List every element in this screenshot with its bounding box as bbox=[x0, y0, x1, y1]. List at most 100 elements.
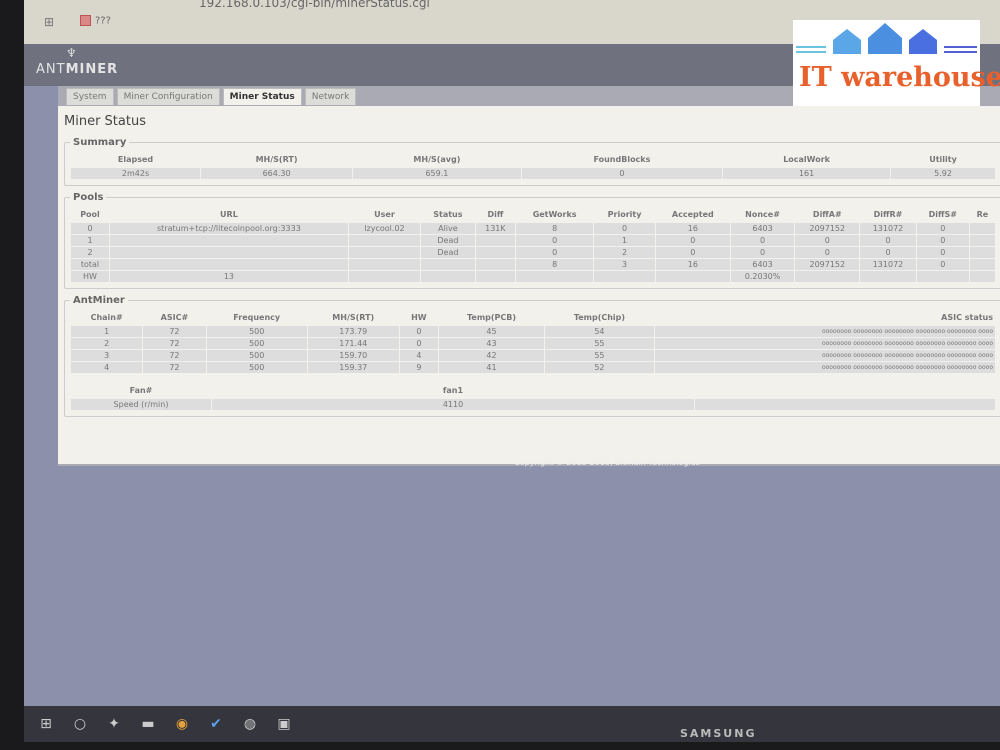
table-cell: 131K bbox=[475, 223, 516, 234]
pools-legend: Pools bbox=[73, 192, 104, 203]
column-header: Temp(PCB) bbox=[439, 310, 544, 325]
antminer-logo: ANTMINER bbox=[36, 62, 119, 77]
column-header: Nonce# bbox=[730, 207, 795, 222]
column-header: MH/S(RT) bbox=[307, 310, 399, 325]
summary-value: 161 bbox=[723, 168, 891, 179]
table-cell: Dead bbox=[421, 235, 475, 246]
table-cell: 72 bbox=[143, 350, 206, 361]
tab-miner-configuration[interactable]: Miner Configuration bbox=[116, 88, 220, 105]
table-cell: 0.2030% bbox=[730, 271, 795, 282]
table-cell: lzycool.02 bbox=[348, 223, 421, 234]
table-cell: 0 bbox=[516, 235, 594, 246]
table-cell: 0 bbox=[860, 247, 916, 258]
table-cell: 500 bbox=[206, 350, 307, 361]
asic-status: oooooooo oooooooo oooooooo oooooooo oooo… bbox=[655, 362, 995, 373]
column-header: URL bbox=[109, 207, 348, 222]
table-cell: 0 bbox=[655, 247, 730, 258]
table-cell bbox=[969, 271, 995, 282]
it-warehouse-watermark: IT warehouse bbox=[793, 20, 1000, 106]
table-cell: 0 bbox=[399, 326, 439, 337]
photos-icon[interactable]: ◍ bbox=[243, 716, 257, 732]
table-cell bbox=[475, 271, 516, 282]
table-cell: 171.44 bbox=[307, 338, 399, 349]
table-cell: 0 bbox=[916, 223, 969, 234]
monitor-brand: SAMSUNG bbox=[680, 727, 757, 740]
table-cell: 6403 bbox=[730, 259, 795, 270]
column-header: GetWorks bbox=[516, 207, 594, 222]
table-cell: 0 bbox=[795, 235, 860, 246]
table-cell bbox=[475, 259, 516, 270]
column-header: DiffA# bbox=[795, 207, 860, 222]
table-cell: 1 bbox=[71, 235, 109, 246]
tab-system[interactable]: System bbox=[66, 88, 114, 105]
table-cell: 1 bbox=[71, 326, 143, 337]
table-row: 1 Dead 0 1 0 0 0 0 0 bbox=[71, 235, 995, 246]
table-cell: 8 bbox=[516, 223, 594, 234]
summary-value: 5.92 bbox=[891, 168, 995, 179]
table-cell: 131072 bbox=[860, 259, 916, 270]
table-cell: 0 bbox=[71, 223, 109, 234]
summary-section: Summary Elapsed MH/S(RT) MH/S(avg) FoundBlo… bbox=[64, 137, 1000, 186]
table-cell: 6403 bbox=[730, 223, 795, 234]
table-cell: 2097152 bbox=[795, 259, 860, 270]
table-cell: total bbox=[71, 259, 109, 270]
table-cell bbox=[109, 247, 348, 258]
table-cell: 500 bbox=[206, 326, 307, 337]
watermark-text: IT warehouse bbox=[799, 62, 1000, 93]
table-cell: 8 bbox=[516, 259, 594, 270]
table-cell: stratum+tcp://litecoinpool.org:3333 bbox=[109, 223, 348, 234]
table-cell: 4 bbox=[71, 362, 143, 373]
summary-value: 659.1 bbox=[353, 168, 521, 179]
table-cell: 72 bbox=[143, 326, 206, 337]
table-cell: 159.70 bbox=[307, 350, 399, 361]
table-cell: 4 bbox=[399, 350, 439, 361]
table-cell: Alive bbox=[421, 223, 475, 234]
table-cell: 0 bbox=[730, 247, 795, 258]
tab-network[interactable]: Network bbox=[304, 88, 357, 105]
column-header: Chain# bbox=[71, 310, 143, 325]
table-row: 2 72 500 171.44 0 43 55 oooooooo oooooooo ooooo… bbox=[71, 338, 995, 349]
column-header: Accepted bbox=[655, 207, 730, 222]
column-header: Re bbox=[969, 207, 995, 222]
warehouse-logo-icon bbox=[796, 23, 977, 54]
fan-speed-label: Speed (r/min) bbox=[71, 399, 211, 410]
search-icon[interactable]: ○ bbox=[73, 716, 87, 732]
fan-table: Fan# fan1 Speed (r/min) 4110 bbox=[70, 382, 996, 411]
bookmark-icon bbox=[80, 15, 91, 26]
file-explorer-icon[interactable]: ▬ bbox=[141, 716, 155, 732]
tab-miner-status[interactable]: Miner Status bbox=[222, 88, 302, 105]
app-icon[interactable]: ▣ bbox=[277, 716, 291, 732]
address-bar[interactable]: 192.168.0.103/cgi-bin/minerStatus.cgi bbox=[199, 0, 430, 10]
table-cell bbox=[348, 247, 421, 258]
table-cell: 500 bbox=[206, 362, 307, 373]
bookmark-item[interactable]: ??? bbox=[80, 15, 111, 27]
table-cell: 0 bbox=[860, 235, 916, 246]
table-cell: 43 bbox=[439, 338, 544, 349]
column-header: Diff bbox=[475, 207, 516, 222]
table-cell: 0 bbox=[399, 338, 439, 349]
screen: 192.168.0.103/cgi-bin/minerStatus.cgi ⊞ … bbox=[24, 0, 1000, 742]
column-header: DiffR# bbox=[860, 207, 916, 222]
copilot-icon[interactable]: ✦ bbox=[108, 716, 120, 732]
table-cell bbox=[916, 271, 969, 282]
fan1-speed: 4110 bbox=[212, 399, 694, 410]
table-cell: 159.37 bbox=[307, 362, 399, 373]
table-cell: 0 bbox=[594, 223, 655, 234]
column-header: Priority bbox=[594, 207, 655, 222]
table-cell bbox=[655, 271, 730, 282]
asic-status: oooooooo oooooooo oooooooo oooooooo oooo… bbox=[655, 338, 995, 349]
table-row: HW 13 0.2030% bbox=[71, 271, 995, 282]
todo-icon[interactable]: ✔ bbox=[210, 716, 222, 732]
table-cell: 173.79 bbox=[307, 326, 399, 337]
table-cell bbox=[421, 259, 475, 270]
table-cell: 0 bbox=[516, 247, 594, 258]
table-cell: 41 bbox=[439, 362, 544, 373]
start-icon[interactable]: ⊞ bbox=[40, 716, 52, 732]
table-row: total 8 3 16 6403 2097152 131072 0 bbox=[71, 259, 995, 270]
table-cell: 16 bbox=[655, 223, 730, 234]
summary-value: 0 bbox=[521, 168, 723, 179]
apps-icon[interactable]: ⊞ bbox=[44, 15, 55, 29]
chrome-icon[interactable]: ◉ bbox=[175, 716, 189, 732]
pools-section: Pools Pool URL User Status Diff GetWorks Prior… bbox=[64, 192, 1000, 289]
table-cell: 42 bbox=[439, 350, 544, 361]
